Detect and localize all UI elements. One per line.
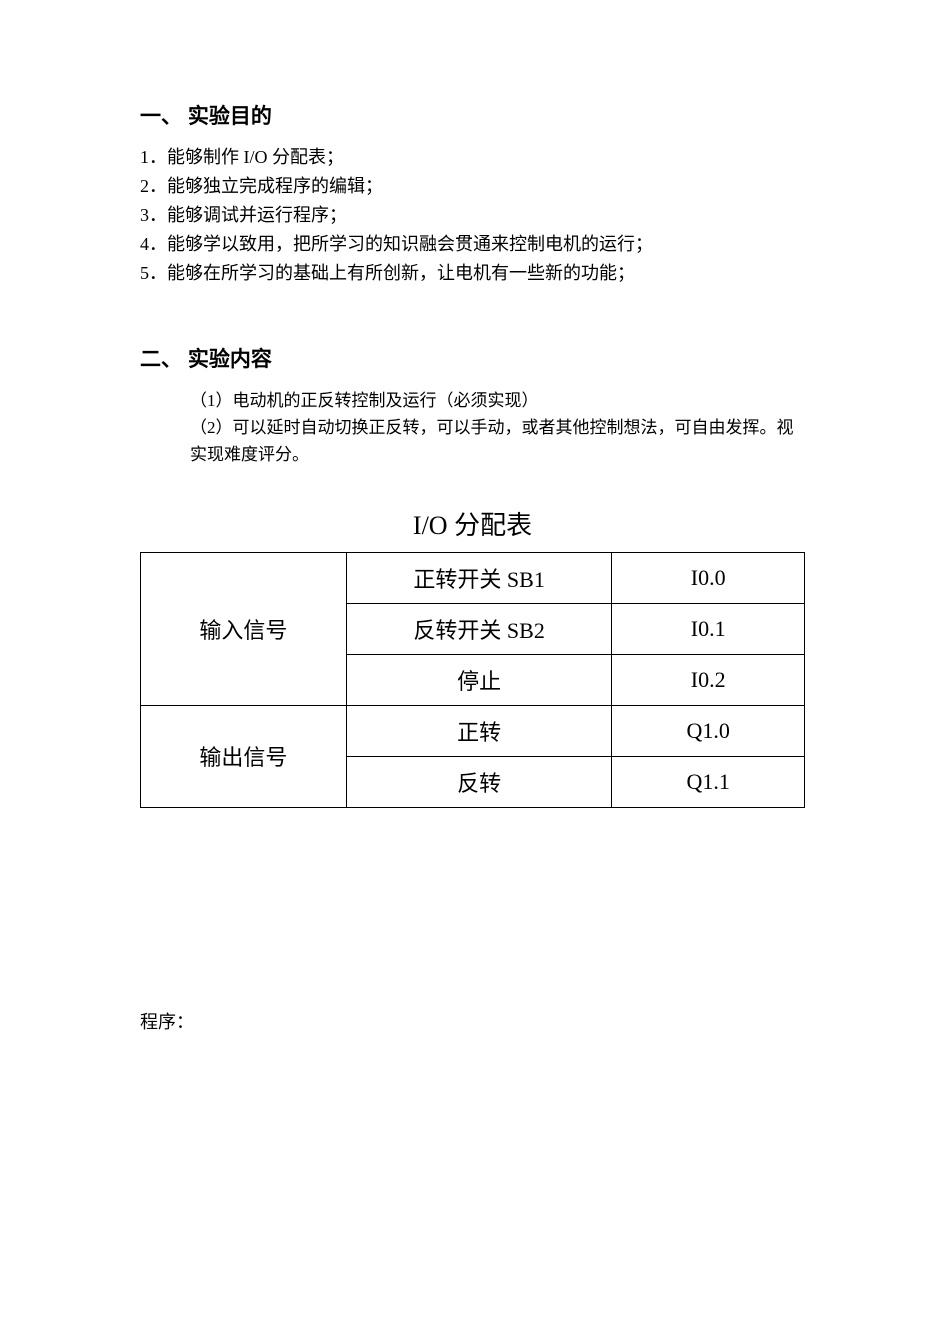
table-row: 输入信号 正转开关 SB1 I0.0 — [141, 552, 805, 603]
desc-cell: 正转开关 SB1 — [346, 552, 612, 603]
addr-cell: I0.0 — [612, 552, 805, 603]
desc-cell: 停止 — [346, 654, 612, 705]
group-cell-input: 输入信号 — [141, 552, 347, 705]
desc-cell: 反转 — [346, 756, 612, 807]
table-row: 输出信号 正转 Q1.0 — [141, 705, 805, 756]
io-table-title: I/O 分配表 — [140, 505, 805, 542]
content-item: （1）电动机的正反转控制及运行（必须实现） — [190, 387, 805, 414]
list-item: 5．能够在所学习的基础上有所创新，让电机有一些新的功能； — [140, 260, 805, 287]
list-item: 1．能够制作 I/O 分配表； — [140, 144, 805, 171]
addr-cell: Q1.1 — [612, 756, 805, 807]
section2-heading: 二、 实验内容 — [140, 343, 805, 373]
io-allocation-table: 输入信号 正转开关 SB1 I0.0 反转开关 SB2 I0.1 停止 I0.2… — [140, 552, 805, 808]
desc-cell: 反转开关 SB2 — [346, 603, 612, 654]
program-label: 程序： — [140, 1008, 805, 1034]
section1-list: 1．能够制作 I/O 分配表； 2．能够独立完成程序的编辑； 3．能够调试并运行… — [140, 144, 805, 287]
desc-cell: 正转 — [346, 705, 612, 756]
content-item: （2）可以延时自动切换正反转，可以手动，或者其他控制想法，可自由发挥。视实现难度… — [190, 414, 805, 468]
group-cell-output: 输出信号 — [141, 705, 347, 807]
addr-cell: Q1.0 — [612, 705, 805, 756]
section1-heading: 一、 实验目的 — [140, 100, 805, 130]
addr-cell: I0.2 — [612, 654, 805, 705]
list-item: 4．能够学以致用，把所学习的知识融会贯通来控制电机的运行； — [140, 231, 805, 258]
section2-content: （1）电动机的正反转控制及运行（必须实现） （2）可以延时自动切换正反转，可以手… — [140, 387, 805, 469]
addr-cell: I0.1 — [612, 603, 805, 654]
list-item: 2．能够独立完成程序的编辑； — [140, 173, 805, 200]
list-item: 3．能够调试并运行程序； — [140, 202, 805, 229]
